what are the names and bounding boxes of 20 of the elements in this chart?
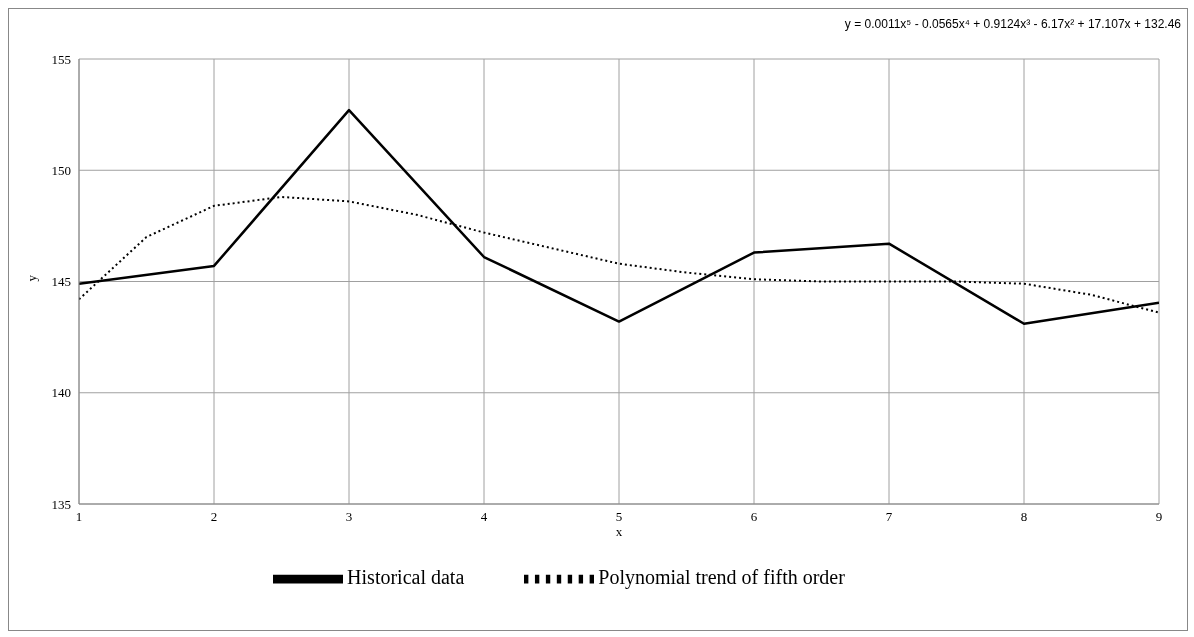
y-tick-label: 145: [51, 274, 71, 290]
y-tick-label: 155: [51, 51, 71, 67]
y-tick-label: 140: [51, 385, 71, 401]
x-tick-label: 1: [75, 509, 83, 525]
legend-label: Historical data: [347, 565, 465, 588]
x-tick-label: 7: [885, 509, 893, 525]
x-tick-label: 8: [1020, 509, 1028, 525]
line-series: [79, 108, 1159, 326]
y-axis-title: y: [23, 274, 39, 282]
x-axis-title: x: [615, 524, 623, 539]
y-tick-label: 135: [51, 496, 71, 512]
x-tick-label: 5: [615, 509, 623, 525]
x-tick-label: 4: [480, 509, 488, 525]
x-tick-label: 9: [1155, 509, 1163, 525]
x-tick-label: 6: [750, 509, 758, 525]
x-tick-label: 3: [345, 509, 353, 525]
y-tick-label: 150: [51, 162, 71, 178]
legend-label: Polynomial trend of fifth order: [598, 565, 845, 588]
text: y = 0.0011x⁵ - 0.0565x⁴ + 0.9124x³ - 6.17x² + 17.107x + 132.46: [844, 17, 1181, 31]
x-tick-label: 2: [210, 509, 218, 525]
